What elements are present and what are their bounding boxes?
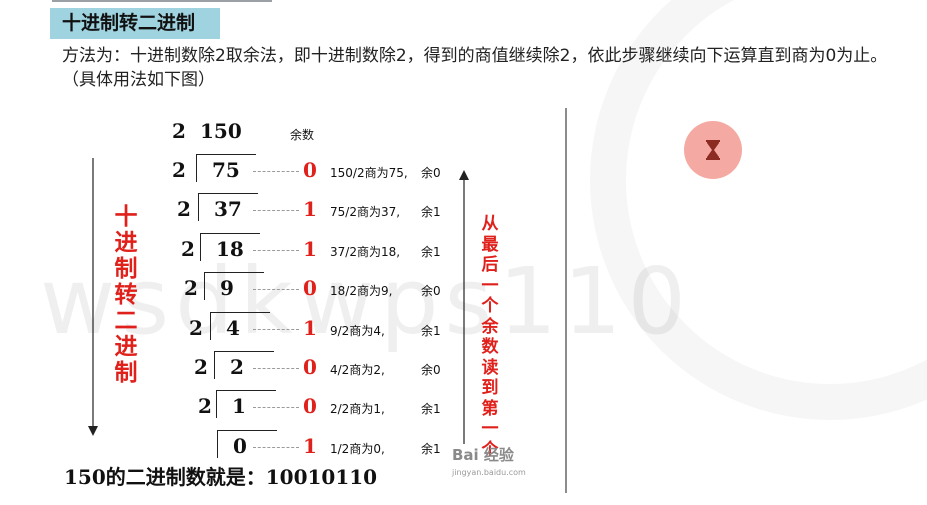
step-quotient: 4 — [226, 316, 240, 340]
division-bracket — [214, 351, 215, 379]
step-note: 2/2商为1, — [330, 402, 385, 416]
division-bar — [198, 193, 258, 194]
division-bar — [214, 351, 274, 352]
step-remainder: 0 — [303, 158, 317, 182]
dotted-leader — [253, 407, 299, 408]
step-note: 4/2商为2, — [330, 363, 385, 377]
vertical-divider — [565, 108, 567, 493]
division-bracket — [196, 154, 197, 182]
step-divisor: 2 — [172, 158, 186, 182]
step-remainder: 1 — [303, 434, 317, 458]
step-quotient: 9 — [220, 276, 234, 300]
step-quotient: 37 — [214, 197, 242, 221]
step-remainder: 0 — [303, 394, 317, 418]
baidu-logo: Bai 经验 — [452, 446, 514, 464]
step-remainder-note: 余1 — [421, 324, 441, 338]
division-bracket — [198, 193, 199, 221]
division-bracket — [210, 312, 211, 340]
step-note: 9/2商为4, — [330, 324, 385, 338]
step-remainder-note: 余1 — [421, 245, 441, 259]
division-bar — [200, 233, 260, 234]
division-bar — [217, 430, 277, 431]
division-bracket — [200, 233, 201, 261]
dotted-leader — [253, 289, 299, 290]
step-remainder-note: 余0 — [421, 363, 441, 377]
step-divisor: 2 — [177, 197, 191, 221]
up-arrow-head — [459, 170, 469, 180]
step-remainder-note: 余0 — [421, 166, 441, 180]
dotted-leader — [253, 368, 299, 369]
remainder-header: 余数 — [290, 128, 315, 142]
division-bar — [204, 272, 264, 273]
watermark-text: wsdkwps110 — [40, 248, 693, 355]
step-remainder: 1 — [303, 316, 317, 340]
step-remainder: 1 — [303, 237, 317, 261]
right-vertical-label: 从最后一个余数读到第一个 — [481, 214, 499, 460]
step-note: 1/2商为0, — [330, 442, 385, 456]
section-heading: 十进制转二进制 — [50, 8, 220, 39]
top-divisor: 2 — [172, 119, 186, 143]
division-bar — [196, 154, 256, 155]
division-bar — [210, 312, 270, 313]
step-remainder: 0 — [303, 355, 317, 379]
step-remainder: 1 — [303, 197, 317, 221]
method-description: 方法为：十进制数除2取余法，即十进制数除2，得到的商值继续除2，依此步骤继续向下… — [62, 46, 888, 90]
top-rule — [52, 0, 272, 2]
division-bar — [216, 390, 276, 391]
step-quotient: 2 — [230, 355, 244, 379]
down-arrow-head — [88, 426, 98, 436]
step-quotient: 75 — [212, 158, 240, 182]
baidu-url: jingyan.baidu.com — [452, 468, 526, 477]
step-quotient: 18 — [216, 237, 244, 261]
step-quotient: 1 — [232, 394, 246, 418]
step-remainder-note: 余1 — [421, 205, 441, 219]
dotted-leader — [253, 171, 299, 172]
dotted-leader — [253, 250, 299, 251]
hourglass-icon — [706, 140, 720, 160]
step-note: 18/2商为9, — [330, 284, 393, 298]
result-text: 150的二进制数就是：10010110 — [64, 465, 378, 489]
step-note: 75/2商为37, — [330, 205, 401, 219]
left-vertical-label: 十进制转二进制 — [114, 203, 138, 386]
step-divisor: 2 — [189, 316, 203, 340]
step-remainder: 0 — [303, 276, 317, 300]
step-divisor: 2 — [181, 237, 195, 261]
loading-indicator — [684, 121, 742, 179]
division-bracket — [216, 390, 217, 418]
step-remainder-note: 余1 — [421, 442, 441, 456]
division-bracket — [204, 272, 205, 300]
division-bracket — [217, 430, 218, 458]
step-divisor: 2 — [194, 355, 208, 379]
step-remainder-note: 余0 — [421, 284, 441, 298]
step-divisor: 2 — [198, 394, 212, 418]
dotted-leader — [253, 447, 299, 448]
step-note: 37/2商为18, — [330, 245, 401, 259]
step-divisor: 2 — [184, 276, 198, 300]
dotted-leader — [253, 329, 299, 330]
dotted-leader — [253, 210, 299, 211]
step-note: 150/2商为75, — [330, 166, 408, 180]
step-remainder-note: 余1 — [421, 402, 441, 416]
step-quotient: 0 — [233, 434, 247, 458]
top-dividend: 150 — [200, 119, 242, 143]
